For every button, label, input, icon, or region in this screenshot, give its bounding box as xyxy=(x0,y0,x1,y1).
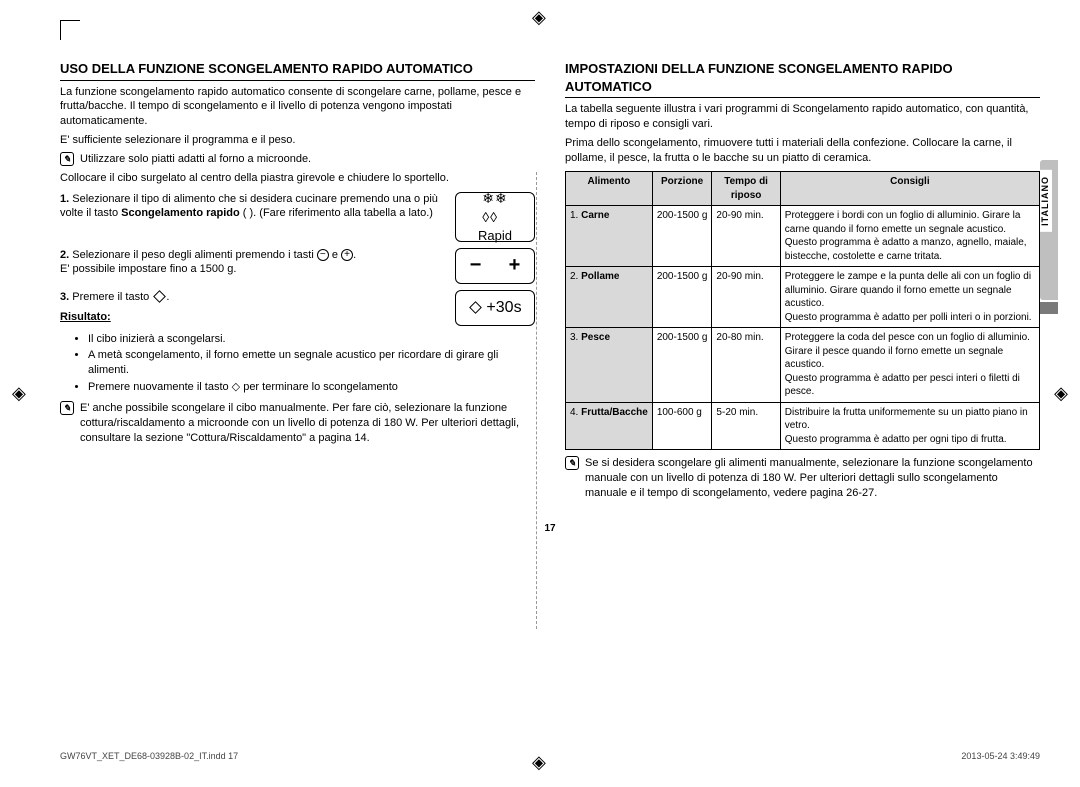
cell-tip: Proteggere i bordi con un foglio di allu… xyxy=(780,206,1039,267)
left-intro3: Collocare il cibo surgelato al centro de… xyxy=(60,171,535,186)
footer-filename: GW76VT_XET_DE68-03928B-02_IT.indd 17 xyxy=(60,751,238,761)
step1-text-b: Scongelamento rapido xyxy=(121,207,240,219)
step3-text-a: Premere il tasto xyxy=(72,291,152,303)
cell-portion: 200-1500 g xyxy=(652,328,712,403)
step1-text-c: ( ). (Fare riferimento alla tabella a la… xyxy=(243,207,433,219)
minus-label: − xyxy=(470,252,482,279)
left-column: USO DELLA FUNZIONE SCONGELAMENTO RAPIDO … xyxy=(60,60,535,505)
plus-icon: + xyxy=(341,249,353,261)
step3-num: 3. xyxy=(60,291,69,303)
cell-food: 3. Pesce xyxy=(566,328,653,403)
step-1: 1. Selezionare il tipo di alimento che s… xyxy=(60,192,535,242)
step-2: 2. Selezionare il peso degli alimenti pr… xyxy=(60,248,535,284)
side-tab-bg xyxy=(1040,302,1058,314)
step2-text-a: Selezionare il peso degli alimenti preme… xyxy=(72,249,317,261)
note-icon: ✎ xyxy=(60,401,74,415)
cell-rest: 20-90 min. xyxy=(712,267,780,328)
th-tips: Consigli xyxy=(780,172,1039,206)
note-text: Se si desidera scongelare gli alimenti m… xyxy=(585,456,1040,501)
cell-tip: Distribuire la frutta uniformemente su u… xyxy=(780,402,1039,450)
30s-label: +30s xyxy=(486,297,521,319)
th-food: Alimento xyxy=(566,172,653,206)
step3-text-b: . xyxy=(166,291,169,303)
footer-date: 2013-05-24 3:49:49 xyxy=(961,751,1040,761)
crop-mark xyxy=(60,20,61,40)
right-heading: IMPOSTAZIONI DELLA FUNZIONE SCONGELAMENT… xyxy=(565,60,1040,98)
left-heading: USO DELLA FUNZIONE SCONGELAMENTO RAPIDO … xyxy=(60,60,535,81)
cell-portion: 200-1500 g xyxy=(652,206,712,267)
cell-food: 4. Frutta/Bacche xyxy=(566,402,653,450)
step-3: 3. Premere il tasto . Risultato: +30s xyxy=(60,290,535,326)
plus-label: + xyxy=(509,252,521,279)
diamond-icon xyxy=(469,301,482,314)
registration-mark-top: ◈ xyxy=(532,8,546,26)
step2-text-c: . xyxy=(353,249,356,261)
table-row: 2. Pollame200-1500 g20-90 min.Proteggere… xyxy=(566,267,1040,328)
rapid-button-illustration: ❄❄◊◊ Rapid xyxy=(455,192,535,242)
cell-rest: 20-90 min. xyxy=(712,206,780,267)
registration-mark-left: ◈ xyxy=(12,384,26,402)
right-column: IMPOSTAZIONI DELLA FUNZIONE SCONGELAMENT… xyxy=(565,60,1040,505)
rapid-icon: ❄❄◊◊ xyxy=(482,189,507,227)
page-content: USO DELLA FUNZIONE SCONGELAMENTO RAPIDO … xyxy=(60,60,1040,747)
page-number: 17 xyxy=(60,523,1040,534)
note-icon: ✎ xyxy=(565,456,579,470)
cell-tip: Proteggere le zampe e la punta delle ali… xyxy=(780,267,1039,328)
bullet: A metà scongelamento, il forno emette un… xyxy=(88,348,535,378)
step2-text-b: e xyxy=(332,249,341,261)
cell-food: 1. Carne xyxy=(566,206,653,267)
cell-tip: Proteggere la coda del pesce con un fogl… xyxy=(780,328,1039,403)
note-text: Utilizzare solo piatti adatti al forno a… xyxy=(80,152,311,167)
th-rest: Tempo di riposo xyxy=(712,172,780,206)
right-intro1: La tabella seguente illustra i vari prog… xyxy=(565,102,1040,132)
step2-num: 2. xyxy=(60,249,69,261)
table-row: 1. Carne200-1500 g20-90 min.Proteggere i… xyxy=(566,206,1040,267)
risultato-label: Risultato: xyxy=(60,311,111,323)
note-text: E' anche possibile scongelare il cibo ma… xyxy=(80,401,535,446)
right-intro2: Prima dello scongelamento, rimuovere tut… xyxy=(565,136,1040,166)
bullet: Il cibo inizierà a scongelarsi. xyxy=(88,332,535,347)
th-portion: Porzione xyxy=(652,172,712,206)
left-intro2: E' sufficiente selezionare il programma … xyxy=(60,133,535,148)
note-icon: ✎ xyxy=(60,152,74,166)
note-manual-defrost: ✎ E' anche possibile scongelare il cibo … xyxy=(60,401,535,446)
step1-num: 1. xyxy=(60,193,69,205)
rapid-label: Rapid xyxy=(478,227,512,245)
bullet: Premere nuovamente il tasto ◇ per termin… xyxy=(88,380,535,395)
cell-rest: 20-80 min. xyxy=(712,328,780,403)
cell-portion: 100-600 g xyxy=(652,402,712,450)
defrost-table: Alimento Porzione Tempo di riposo Consig… xyxy=(565,171,1040,450)
crop-mark xyxy=(60,20,80,21)
risultato-bullets: Il cibo inizierà a scongelarsi. A metà s… xyxy=(60,332,535,395)
cell-portion: 200-1500 g xyxy=(652,267,712,328)
plus-minus-button-illustration: − + xyxy=(455,248,535,284)
footer: GW76VT_XET_DE68-03928B-02_IT.indd 17 201… xyxy=(60,751,1040,761)
note-manual-defrost-right: ✎ Se si desidera scongelare gli alimenti… xyxy=(565,456,1040,501)
minus-icon: − xyxy=(317,249,329,261)
language-tab: ITALIANO xyxy=(1038,170,1052,232)
diamond-icon xyxy=(153,290,166,303)
cell-rest: 5-20 min. xyxy=(712,402,780,450)
table-row: 3. Pesce200-1500 g20-80 min.Proteggere l… xyxy=(566,328,1040,403)
start-30s-button-illustration: +30s xyxy=(455,290,535,326)
table-row: 4. Frutta/Bacche100-600 g5-20 min.Distri… xyxy=(566,402,1040,450)
left-intro1: La funzione scongelamento rapido automat… xyxy=(60,85,535,130)
registration-mark-right: ◈ xyxy=(1054,384,1068,402)
note-plates: ✎ Utilizzare solo piatti adatti al forno… xyxy=(60,152,535,167)
cell-food: 2. Pollame xyxy=(566,267,653,328)
step2-text-d: E' possibile impostare fino a 1500 g. xyxy=(60,263,236,275)
